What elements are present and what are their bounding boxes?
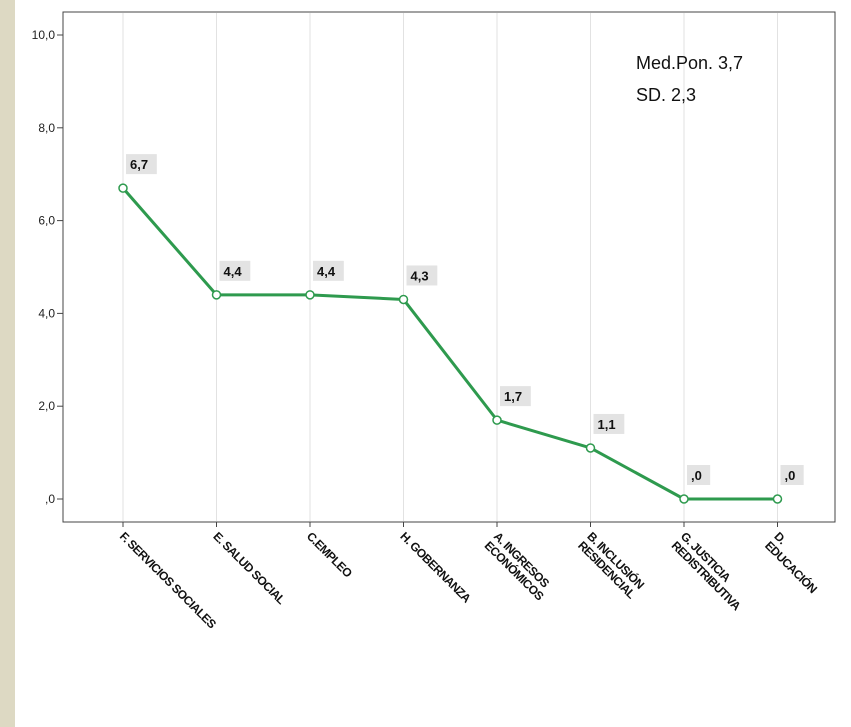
y-tick-label: 8,0 bbox=[38, 121, 55, 135]
data-point bbox=[211, 290, 222, 300]
x-tick-label: C.EMPLEO bbox=[304, 529, 355, 580]
series-line bbox=[121, 187, 778, 501]
data-point bbox=[679, 494, 689, 504]
data-label-bg bbox=[500, 386, 531, 407]
stats-annotation: Med.Pon. 3,7 SD. 2,3 bbox=[636, 53, 743, 105]
data-label-bg bbox=[780, 465, 804, 485]
y-tick-label: 2,0 bbox=[38, 399, 55, 413]
data-point bbox=[492, 415, 502, 425]
data-label: 4,3 bbox=[411, 268, 429, 283]
y-axis: ,0 2,0 4,0 6,0 8,0 10,0 bbox=[32, 28, 63, 506]
plot-area bbox=[62, 11, 836, 523]
data-label: 1,1 bbox=[598, 417, 616, 432]
x-tick-label: G. JUSTICIAREDISTRIBUTIVA bbox=[669, 529, 753, 613]
annotation-line-1: Med.Pon. 3,7 bbox=[636, 53, 743, 73]
data-label: 6,7 bbox=[130, 157, 148, 172]
data-label: 4,4 bbox=[317, 264, 336, 279]
data-label: 4,4 bbox=[224, 264, 243, 279]
x-tick-label: B. INCLUSIÓNRESIDENCIAL bbox=[575, 529, 648, 602]
y-tick-label: 10,0 bbox=[32, 28, 56, 42]
x-tick-label: A. INGRESOSECONÓMICOS bbox=[482, 529, 556, 603]
x-tick-label: D.EDUCACIÓN bbox=[762, 529, 829, 596]
grid-lines bbox=[122, 13, 778, 521]
data-label-bg bbox=[406, 265, 438, 286]
data-labels: 6,7 4,4 4,4 4,3 1,7 1,1 ,0 ,0 bbox=[126, 154, 804, 485]
data-label-bg bbox=[126, 154, 157, 175]
chart-canvas: ,0 2,0 4,0 6,0 8,0 10,0 F. SERVICIOS SOCIALES… bbox=[15, 0, 851, 727]
data-point bbox=[398, 294, 409, 305]
data-point bbox=[585, 443, 596, 453]
data-point bbox=[772, 494, 783, 504]
data-label: 1,7 bbox=[504, 389, 522, 404]
y-tick-label: ,0 bbox=[45, 492, 55, 506]
data-label: ,0 bbox=[785, 468, 796, 483]
line-chart: ,0 2,0 4,0 6,0 8,0 10,0 F. SERVICIOS SOCIALES… bbox=[32, 11, 836, 631]
data-label: ,0 bbox=[691, 468, 702, 483]
data-label-bg bbox=[219, 260, 251, 281]
data-label-bg bbox=[593, 413, 625, 434]
x-tick-label: H. GOBERNANZA bbox=[397, 529, 474, 606]
y-tick-label: 6,0 bbox=[38, 214, 55, 228]
data-point bbox=[305, 290, 315, 300]
data-label-bg bbox=[687, 465, 711, 485]
x-tick-label: F. SERVICIOS SOCIALES bbox=[117, 529, 219, 631]
data-point bbox=[118, 183, 128, 193]
x-tick-label: E. SALUD SOCIAL bbox=[210, 529, 288, 607]
series bbox=[118, 183, 783, 504]
y-tick-label: 4,0 bbox=[38, 306, 55, 320]
annotation-line-2: SD. 2,3 bbox=[636, 85, 696, 105]
data-label-bg bbox=[313, 260, 344, 281]
